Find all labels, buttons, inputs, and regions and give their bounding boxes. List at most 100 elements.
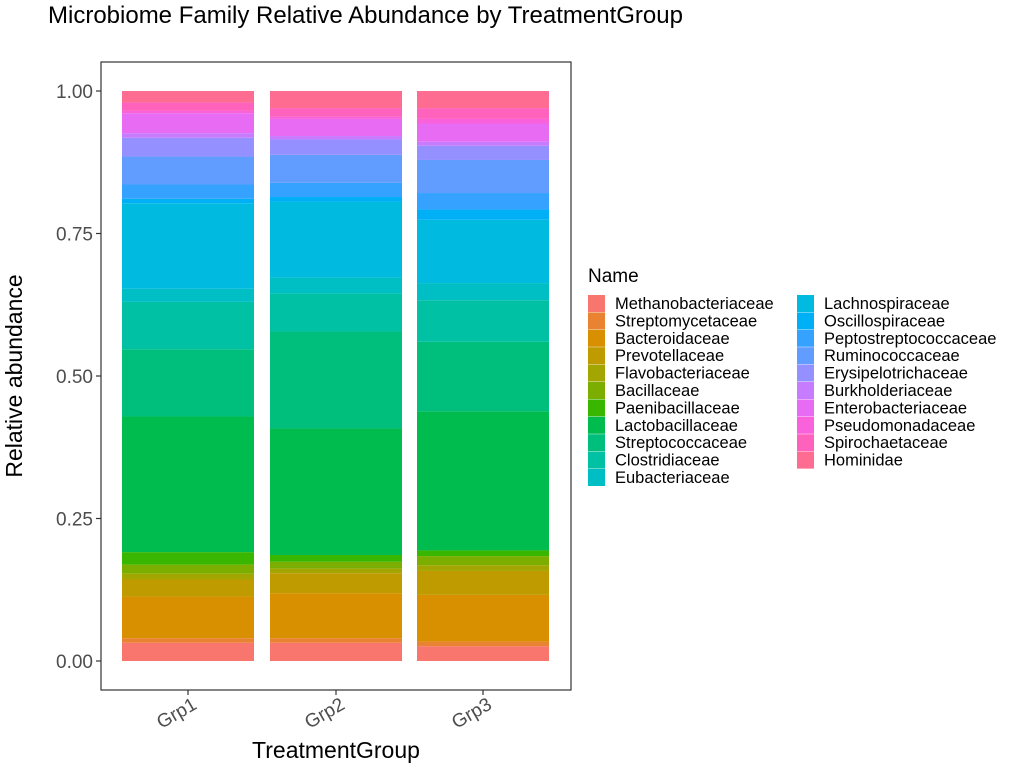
bar-segment-grp2-streptococcaceae [270, 331, 402, 429]
legend-label: Lactobacillaceae [615, 417, 738, 435]
y-tick-label: 0.50 [56, 367, 93, 388]
legend-item: Hominidae [797, 451, 903, 470]
legend-item: Lachnospiraceae [797, 295, 950, 313]
bar-segment-grp1-hominidae [122, 91, 254, 103]
bar-segment-grp1-burkholderiaceae [122, 133, 254, 138]
legend-key [797, 364, 814, 382]
bar-segment-grp3-lachnospiraceae [417, 219, 549, 284]
y-tick-label: 1.00 [56, 82, 93, 103]
legend-label: Pseudomonadaceae [824, 417, 975, 435]
bar-segment-grp1-oscillospiraceae [122, 198, 254, 204]
bar-segment-grp1-erysipelotrichaceae [122, 137, 254, 157]
bar-segment-grp1-paenibacillaceae [122, 552, 254, 565]
bar-segment-grp2-methanobacteriaceae [270, 642, 402, 661]
bar-segment-grp2-lactobacillaceae [270, 428, 402, 555]
legend-key [588, 451, 605, 469]
legend-title: Name [588, 266, 639, 287]
bar-segment-grp3-clostridiaceae [417, 300, 549, 342]
legend-label: Ruminococcaceae [824, 347, 960, 365]
legend-label: Bacteroidaceae [615, 330, 730, 348]
chart-title: Microbiome Family Relative Abundance by … [48, 2, 683, 29]
bar-segment-grp2-clostridiaceae [270, 293, 402, 332]
legend-key [588, 469, 605, 486]
x-tick-label: Grp3 [448, 694, 495, 733]
legend-key [797, 399, 814, 417]
legend-key [588, 434, 605, 452]
legend-item: Ruminococcaceae [797, 347, 960, 365]
bar-segment-grp1-lactobacillaceae [122, 416, 254, 553]
legend-key [588, 399, 605, 417]
legend-label: Paenibacillaceae [615, 399, 740, 417]
bar-segment-grp2-oscillospiraceae [270, 197, 402, 202]
legend-label: Oscillospiraceae [824, 312, 945, 330]
legend-key [797, 416, 814, 434]
legend-item: Peptostreptococcaceae [797, 329, 996, 348]
bar-segment-grp2-streptomycetaceae [270, 638, 402, 643]
legend-label: Flavobacteriaceae [615, 365, 750, 383]
bar-segment-grp3-spirochaetaceae [417, 108, 549, 119]
bar-segment-grp3-erysipelotrichaceae [417, 145, 549, 160]
x-tick-label: Grp1 [153, 694, 200, 733]
legend-key [588, 329, 605, 347]
bar-segment-grp1-bacillaceae [122, 564, 254, 574]
legend-label: Erysipelotrichaceae [824, 365, 968, 383]
legend-label: Clostridiaceae [615, 452, 720, 470]
bar-segment-grp3-bacteroidaceae [417, 594, 549, 642]
legend-item: Clostridiaceae [588, 451, 720, 470]
bar-segment-grp2-bacteroidaceae [270, 593, 402, 639]
legend-key [797, 312, 814, 330]
bar-segment-grp1-eubacteriaceae [122, 288, 254, 302]
legend-item: Bacillaceae [588, 382, 699, 400]
bar-segment-grp2-spirochaetaceae [270, 108, 402, 117]
bar-segment-grp3-streptomycetaceae [417, 641, 549, 647]
y-axis-title: Relative abundance [1, 274, 27, 477]
bar-segment-grp3-oscillospiraceae [417, 209, 549, 220]
bar-segment-grp3-eubacteriaceae [417, 283, 549, 301]
bar-segment-grp3-burkholderiaceae [417, 141, 549, 146]
bar-segment-grp2-flavobacteriaceae [270, 568, 402, 574]
legend-key [797, 434, 814, 452]
legend-key [588, 382, 605, 399]
bar-segment-grp1-ruminococcaceae [122, 156, 254, 185]
bar-segment-grp3-pseudomonadaceae [417, 118, 549, 124]
legend-item: Spirochaetaceae [797, 434, 948, 452]
legend-item: Eubacteriaceae [588, 469, 730, 487]
bar-segment-grp2-erysipelotrichaceae [270, 139, 402, 155]
bar-segment-grp1-lachnospiraceae [122, 203, 254, 289]
bar-segment-grp1-clostridiaceae [122, 301, 254, 350]
x-axis-title: TreatmentGroup [252, 737, 420, 763]
legend-item: Pseudomonadaceae [797, 416, 975, 435]
bar-segment-grp2-ruminococcaceae [270, 154, 402, 183]
bar-segment-grp2-lachnospiraceae [270, 201, 402, 278]
bar-segment-grp1-peptostreptococcaceae [122, 184, 254, 199]
legend-item: Streptococcaceae [588, 434, 747, 452]
bar-segment-grp3-lactobacillaceae [417, 411, 549, 551]
bar-segment-grp3-prevotellaceae [417, 570, 549, 595]
bar-segment-grp2-burkholderiaceae [270, 136, 402, 140]
bar-stack-grp1 [122, 91, 254, 661]
bar-segment-grp2-paenibacillaceae [270, 554, 402, 562]
bar-segment-grp2-eubacteriaceae [270, 277, 402, 294]
legend-key [588, 364, 605, 382]
legend-label: Streptococcaceae [615, 434, 747, 452]
bar-segment-grp1-prevotellaceae [122, 579, 254, 597]
x-tick-label: Grp2 [301, 694, 348, 733]
bar-segment-grp3-hominidae [417, 91, 549, 109]
bar-segment-grp3-methanobacteriaceae [417, 646, 549, 661]
legend-item: Erysipelotrichaceae [797, 364, 968, 383]
legend-item: Streptomycetaceae [588, 312, 757, 330]
bar-segment-grp3-bacillaceae [417, 556, 549, 566]
bar-segment-grp1-pseudomonadaceae [122, 110, 254, 114]
legend-label: Spirochaetaceae [824, 434, 948, 452]
legend-item: Paenibacillaceae [588, 399, 740, 417]
bar-segment-grp3-peptostreptococcaceae [417, 193, 549, 210]
legend-item: Burkholderiaceae [797, 382, 952, 400]
bar-segment-grp2-prevotellaceae [270, 573, 402, 594]
bar-segment-grp1-enterobacteriaceae [122, 113, 254, 134]
bar-segment-grp1-spirochaetaceae [122, 102, 254, 111]
legend-key [588, 416, 605, 434]
bar-segment-grp2-bacillaceae [270, 561, 402, 569]
legend-label: Bacillaceae [615, 382, 699, 400]
bar-segment-grp1-bacteroidaceae [122, 596, 254, 639]
